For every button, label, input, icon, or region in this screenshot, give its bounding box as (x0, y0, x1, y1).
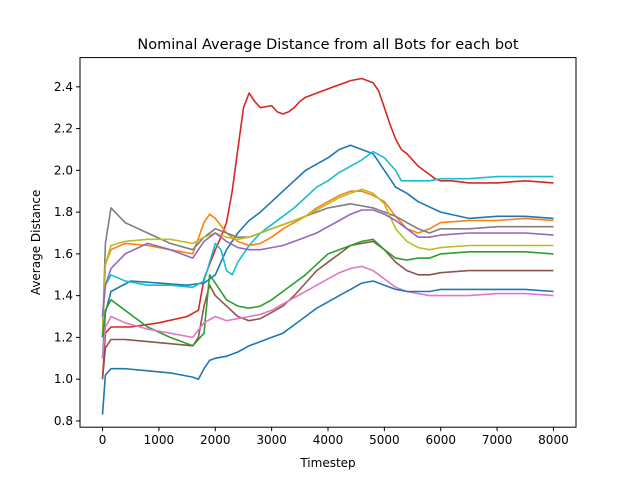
x-tick-label: 6000 (425, 433, 456, 447)
x-tick-label: 2000 (200, 433, 231, 447)
x-tick-label: 7000 (482, 433, 513, 447)
chart-title: Nominal Average Distance from all Bots f… (137, 37, 519, 53)
y-tick-label: 1.0 (54, 372, 73, 386)
series-line-9 (101, 238, 554, 347)
series-line-7 (101, 209, 554, 317)
series-line-6 (101, 188, 554, 338)
x-tick-label: 1000 (144, 433, 175, 447)
x-tick-label: 8000 (538, 433, 569, 447)
series-line-10 (101, 265, 554, 359)
plot-frame (79, 57, 577, 428)
x-axis: 0 1000 2000 3000 4000 5000 6000 7000 8000 (99, 427, 569, 447)
y-tick-label: 2.2 (54, 122, 73, 136)
y-tick-label: 0.8 (54, 414, 73, 428)
y-tick-label: 1.6 (54, 247, 73, 261)
y-tick-label: 1.8 (54, 205, 73, 219)
x-tick-label: 4000 (313, 433, 344, 447)
series-line-1 (101, 77, 554, 380)
plot-area (101, 77, 554, 415)
y-tick-label: 1.2 (54, 330, 73, 344)
x-axis-label: Timestep (299, 456, 355, 470)
x-tick-label: 5000 (369, 433, 400, 447)
x-tick-label: 3000 (256, 433, 287, 447)
series-line-3 (101, 150, 554, 317)
y-axis: 0.8 1.0 1.2 1.4 1.6 1.8 2.0 2.2 2.4 (54, 80, 80, 428)
y-tick-label: 2.4 (54, 80, 73, 94)
y-tick-label: 1.4 (54, 289, 73, 303)
x-tick-label: 0 (99, 433, 107, 447)
y-axis-label: Average Distance (29, 190, 43, 296)
series-line-2 (101, 144, 554, 359)
series-line-11 (101, 280, 554, 415)
series-line-8 (101, 240, 554, 380)
y-tick-label: 2.0 (54, 163, 73, 177)
